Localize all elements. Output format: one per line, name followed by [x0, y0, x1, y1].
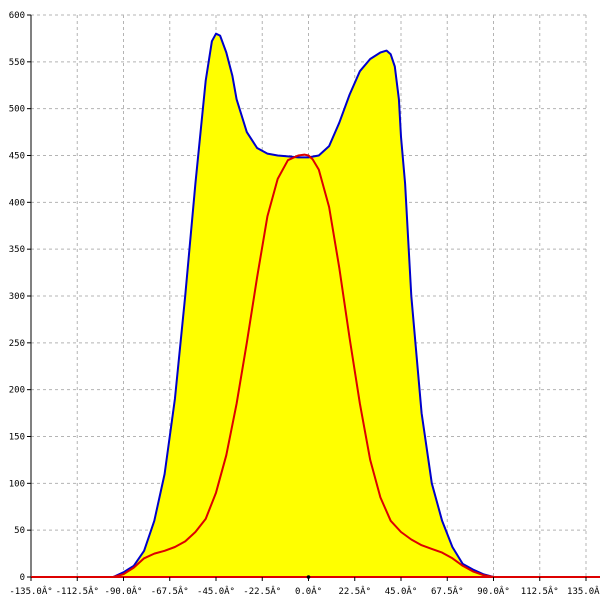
y-tick-label: 150 [9, 433, 25, 443]
x-tick-label: -135.0Â° [9, 585, 52, 597]
y-tick-label: 100 [9, 479, 25, 489]
x-tick-label: 135.0Â° [567, 585, 600, 597]
origin-dot [306, 575, 311, 579]
series-0-area [113, 33, 515, 577]
x-tick-label: 90.0Â° [477, 585, 510, 597]
x-tick-label: -22.5Â° [243, 585, 281, 597]
y-axis-tick-labels: 0 50 100 150 200 250 300 350 400 450 500 550 600 [9, 11, 25, 583]
y-tick-label: 200 [9, 386, 25, 396]
y-tick-label: 50 [14, 526, 25, 536]
x-tick-label: 0.0Â° [295, 585, 322, 597]
x-tick-label: 45.0Â° [385, 585, 418, 597]
y-tick-label: 300 [9, 292, 25, 302]
y-tick-label: 0 [20, 573, 25, 583]
x-tick-label: -90.0Â° [105, 585, 143, 597]
x-tick-label: -67.5Â° [151, 585, 189, 597]
y-tick-label: 400 [9, 198, 25, 208]
series-layer [31, 32, 586, 578]
series-1-line [112, 153, 515, 578]
axes [27, 14, 600, 581]
y-tick-label: 250 [9, 339, 25, 349]
x-tick-label: 112.5Â° [521, 585, 559, 597]
x-tick-label: 22.5Â° [338, 585, 371, 597]
series-0-line [112, 32, 515, 578]
y-tick-label: 450 [9, 152, 25, 162]
y-tick-label: 600 [9, 11, 25, 21]
x-tick-label: 67.5Â° [431, 585, 464, 597]
x-tick-label: -45.0Â° [197, 585, 235, 597]
y-tick-label: 350 [9, 245, 25, 255]
y-tick-label: 500 [9, 105, 25, 115]
x-axis-tick-labels: -135.0Â° -112.5Â° -90.0Â° -67.5Â° -45.0Â° -22… [9, 585, 600, 597]
y-tick-label: 550 [9, 58, 25, 68]
x-tick-label: -112.5Â° [56, 585, 99, 597]
